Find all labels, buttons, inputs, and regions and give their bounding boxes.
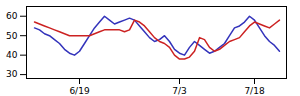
svg-text:6/19: 6/19: [69, 86, 89, 96]
svg-text:7/3: 7/3: [172, 86, 186, 96]
svg-text:30: 30: [6, 69, 18, 79]
svg-text:60: 60: [6, 11, 18, 21]
svg-text:50: 50: [6, 31, 18, 41]
svg-text:7/18: 7/18: [244, 86, 264, 96]
svg-text:40: 40: [6, 50, 18, 60]
